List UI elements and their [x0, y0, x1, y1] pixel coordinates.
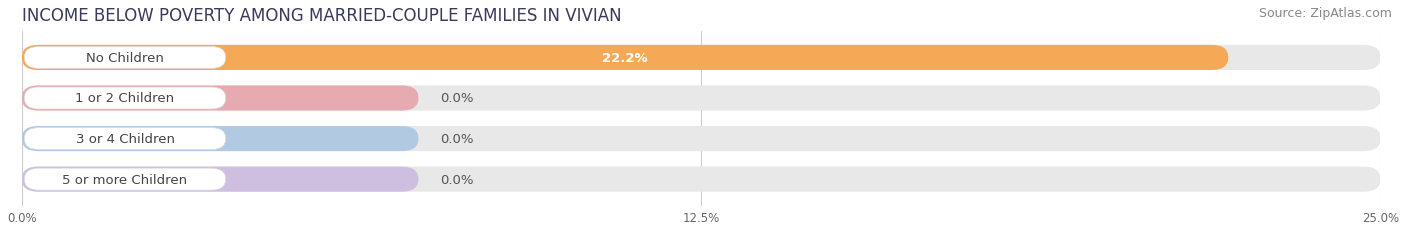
Text: 0.0%: 0.0% [440, 92, 474, 105]
FancyBboxPatch shape [24, 168, 225, 190]
Text: 1 or 2 Children: 1 or 2 Children [76, 92, 174, 105]
FancyBboxPatch shape [24, 47, 225, 69]
FancyBboxPatch shape [24, 128, 225, 150]
FancyBboxPatch shape [21, 167, 1381, 192]
FancyBboxPatch shape [24, 88, 225, 109]
Text: 22.2%: 22.2% [602, 52, 648, 65]
FancyBboxPatch shape [21, 86, 1381, 111]
FancyBboxPatch shape [21, 46, 1229, 71]
Text: 0.0%: 0.0% [440, 133, 474, 146]
Text: 0.0%: 0.0% [440, 173, 474, 186]
Text: 3 or 4 Children: 3 or 4 Children [76, 133, 174, 146]
FancyBboxPatch shape [21, 46, 1381, 71]
FancyBboxPatch shape [21, 86, 419, 111]
Text: 5 or more Children: 5 or more Children [62, 173, 187, 186]
Text: Source: ZipAtlas.com: Source: ZipAtlas.com [1258, 7, 1392, 20]
FancyBboxPatch shape [21, 167, 419, 192]
FancyBboxPatch shape [21, 126, 419, 152]
FancyBboxPatch shape [21, 126, 1381, 152]
Text: No Children: No Children [86, 52, 165, 65]
Text: INCOME BELOW POVERTY AMONG MARRIED-COUPLE FAMILIES IN VIVIAN: INCOME BELOW POVERTY AMONG MARRIED-COUPL… [21, 7, 621, 25]
